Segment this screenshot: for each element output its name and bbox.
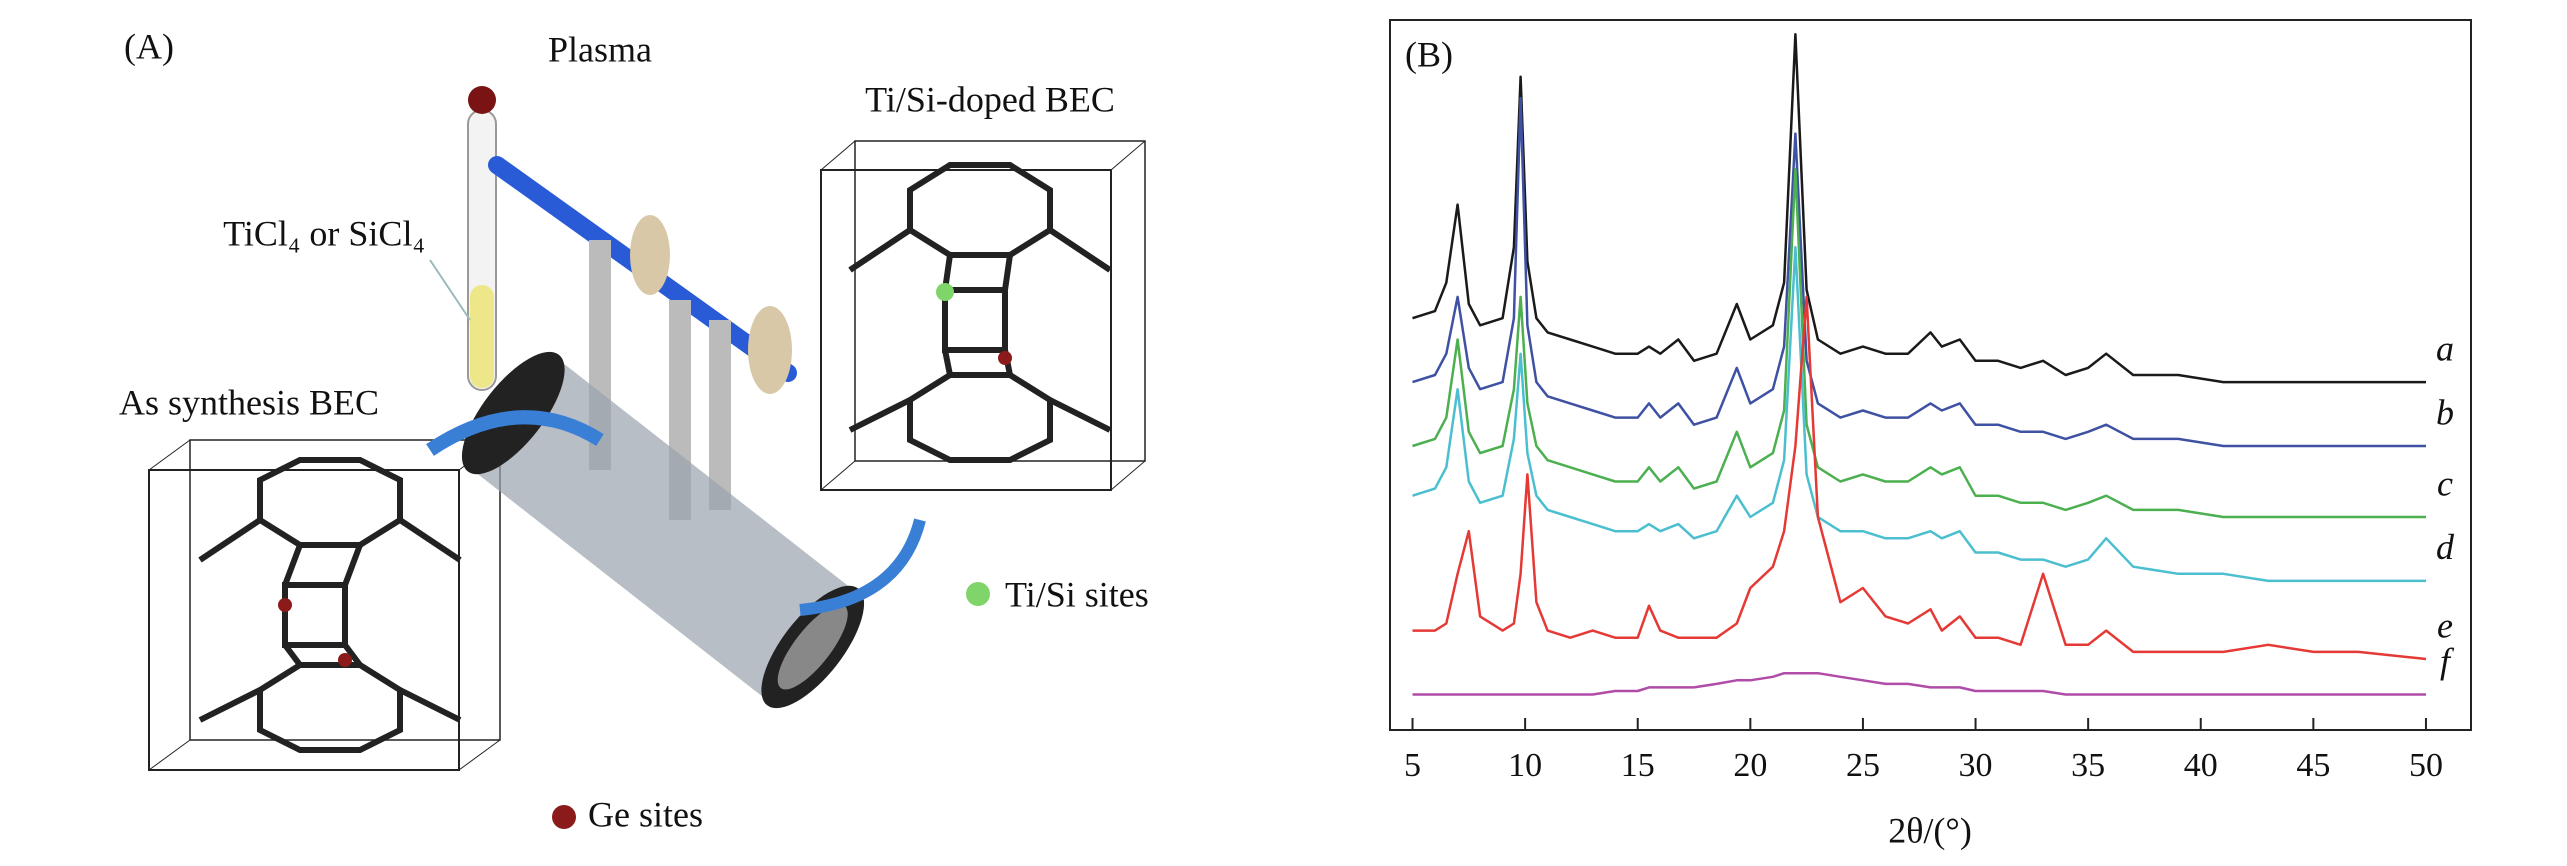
x-tick-label: 20 <box>1733 747 1767 784</box>
x-tick-label: 10 <box>1508 747 1542 784</box>
panel-a-art <box>148 86 1146 829</box>
doped-label: Ti/Si-doped BEC <box>865 79 1115 119</box>
series-label: d <box>2436 527 2455 567</box>
right-framework <box>820 140 1146 491</box>
as-synth-label: As synthesis BEC <box>119 382 379 422</box>
xrd-trace <box>1412 167 2426 519</box>
series-label: a <box>2436 328 2454 368</box>
x-tick-label: 40 <box>2184 747 2218 784</box>
xrd-trace <box>1412 32 2426 384</box>
precursor-label: TiCl₄ or SiCl₄ <box>223 213 425 253</box>
x-tick-label: 50 <box>2409 747 2443 784</box>
x-axis-title: 2θ/(°) <box>1888 810 1972 850</box>
xrd-trace <box>1412 96 2426 448</box>
x-tick-label: 5 <box>1404 747 1421 784</box>
x-tick-label: 25 <box>1846 747 1880 784</box>
xrd-trace <box>1412 245 2426 583</box>
xrd-trace <box>1412 295 2427 661</box>
ge-sites-label: Ge sites <box>588 794 703 834</box>
series-label: f <box>2440 641 2455 681</box>
plasma-label: Plasma <box>548 29 652 69</box>
panel-label: (B) <box>1405 34 1453 74</box>
left-framework <box>148 439 501 771</box>
series-label: c <box>2437 463 2453 503</box>
x-tick-label: 15 <box>1621 747 1655 784</box>
xrd-trace <box>1412 671 2426 696</box>
x-tick-label: 35 <box>2071 747 2105 784</box>
panel-label: (A) <box>124 26 174 66</box>
tisi-sites-label: Ti/Si sites <box>1005 574 1149 614</box>
x-tick-label: 45 <box>2296 747 2330 784</box>
x-tick-label: 30 <box>1959 747 1993 784</box>
series-label: e <box>2437 605 2453 645</box>
series-label: b <box>2436 392 2454 432</box>
plot-frame <box>1389 19 2472 731</box>
